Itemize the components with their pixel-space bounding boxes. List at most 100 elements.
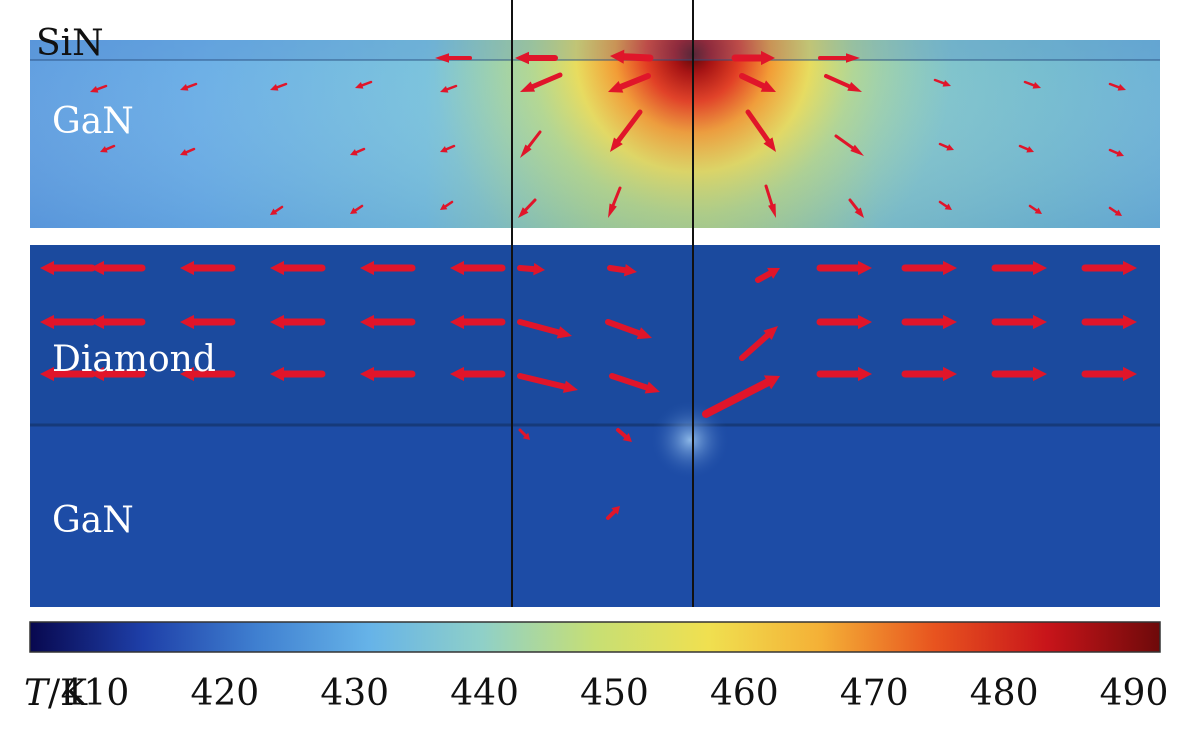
heat-flux-arrow xyxy=(938,200,948,208)
unit-rest: /K xyxy=(48,673,88,714)
heat-flux-arrowhead xyxy=(350,149,358,156)
heat-flux-arrow xyxy=(185,147,196,154)
heat-flux-arrow xyxy=(1108,206,1118,214)
heat-flux-arrowhead xyxy=(763,326,778,341)
heat-flux-arrow xyxy=(605,319,642,337)
heat-flux-arrow xyxy=(755,270,774,283)
heat-flux-arrowhead xyxy=(40,314,54,330)
colorbar-tick-label: 460 xyxy=(710,673,779,714)
heat-flux-arrowhead xyxy=(90,366,104,382)
heat-flux-arrowhead xyxy=(40,366,54,382)
heat-flux-arrowhead xyxy=(90,314,104,330)
colorbar-tick-label: 410 xyxy=(60,673,130,714)
heat-flux-arrowhead xyxy=(847,82,862,92)
heat-flux-arrowhead xyxy=(858,366,872,382)
heat-flux-arrowhead xyxy=(556,326,572,339)
heat-flux-arrow xyxy=(275,82,288,89)
heat-flux-arrowhead xyxy=(942,80,951,87)
gan-top-label: GaN xyxy=(52,101,134,142)
heat-flux-arrowhead xyxy=(1116,150,1124,157)
heat-flux-arrow xyxy=(615,109,643,144)
sin-label: SiN xyxy=(36,23,104,64)
heat-flux-arrowhead xyxy=(180,366,194,382)
heat-flux-arrowhead xyxy=(40,260,54,276)
heat-flux-arrow xyxy=(355,147,366,154)
heat-flux-arrowhead xyxy=(270,208,278,215)
heat-flux-arrow xyxy=(607,265,628,274)
heat-flux-arrowhead xyxy=(767,267,780,279)
unit-symbol: T xyxy=(24,673,49,714)
heat-flux-arrowhead xyxy=(943,260,957,276)
colorbar-tick-label: 450 xyxy=(580,673,649,714)
heat-flux-arrowhead xyxy=(270,314,284,330)
heat-flux-arrowhead xyxy=(1033,314,1047,330)
heat-flux-arrowhead xyxy=(520,81,536,92)
heat-flux-arrow xyxy=(274,205,284,213)
heat-flux-arrowhead xyxy=(1026,146,1034,153)
heat-flux-arrowhead xyxy=(763,137,776,152)
heat-flux-arrowhead xyxy=(515,51,529,65)
heat-flux-arrow xyxy=(354,204,364,212)
heat-flux-arrowhead xyxy=(946,144,954,151)
colorbar-tick-label: 430 xyxy=(320,673,390,714)
heat-flux-arrowhead xyxy=(90,86,99,93)
heat-flux-arrow xyxy=(616,428,628,439)
heat-flux-arrowhead xyxy=(350,207,358,214)
heat-flux-arrowhead xyxy=(518,207,529,218)
gan-bottom-label: GaN xyxy=(52,500,134,541)
heat-flux-arrow xyxy=(518,428,527,437)
heat-flux-arrow xyxy=(517,319,562,336)
heat-flux-arrowhead xyxy=(180,84,189,91)
heat-flux-arrowhead xyxy=(1123,366,1137,382)
sin-layer xyxy=(30,40,1160,60)
heat-flux-arrowhead xyxy=(1123,314,1137,330)
heat-flux-arrowhead xyxy=(1032,82,1041,89)
heat-flux-arrowhead xyxy=(360,260,374,276)
diamond-layer xyxy=(30,245,1160,425)
heat-flux-arrowhead xyxy=(450,314,464,330)
heat-flux-arrowhead xyxy=(450,260,464,276)
heat-flux-arrowhead xyxy=(440,86,449,93)
heat-flux-arrowhead xyxy=(355,82,364,89)
heat-flux-arrow xyxy=(611,186,622,207)
heat-flux-arrow xyxy=(1028,204,1038,212)
heat-flux-arrow xyxy=(620,53,654,62)
heat-flux-arrowhead xyxy=(611,506,620,515)
heat-flux-arrowhead xyxy=(608,80,624,93)
heat-flux-arrowhead xyxy=(1034,207,1042,214)
colorbar-tick-label: 490 xyxy=(1099,673,1169,714)
heat-flux-arrowhead xyxy=(610,49,625,64)
heat-flux-arrowhead xyxy=(763,375,780,390)
interface-hotspot-glow xyxy=(650,400,730,480)
heat-flux-arrowhead xyxy=(610,137,623,152)
heat-flux-arrowhead xyxy=(944,203,952,210)
heat-flux-arrowhead xyxy=(450,366,464,382)
heat-flux-arrowhead xyxy=(180,314,194,330)
heat-flux-arrowhead xyxy=(522,432,530,440)
heat-flux-arrowhead xyxy=(520,144,532,158)
heat-flux-arrow xyxy=(530,72,563,90)
heat-flux-arrow xyxy=(933,78,946,85)
heat-flux-arrow xyxy=(527,130,542,149)
heat-flux-arrow xyxy=(848,198,860,212)
heat-flux-arrow xyxy=(609,373,650,391)
heat-flux-arrow xyxy=(617,73,651,90)
heat-flux-arrowhead xyxy=(180,260,194,276)
heat-flux-arrowhead xyxy=(1033,366,1047,382)
heat-flux-arrow xyxy=(606,509,617,520)
heat-flux-arrowhead xyxy=(858,260,872,276)
heat-flux-arrowhead xyxy=(1117,84,1126,91)
heat-flux-arrows xyxy=(40,49,1137,520)
heat-flux-arrowhead xyxy=(854,207,864,218)
heat-flux-arrowhead xyxy=(623,263,637,277)
heat-flux-arrow xyxy=(444,200,454,208)
heat-flux-arrow xyxy=(105,144,116,151)
heat-flux-arrowhead xyxy=(636,327,652,340)
colorbar xyxy=(29,621,1161,653)
heat-flux-arrowhead xyxy=(100,146,108,153)
heat-flux-arrow xyxy=(360,80,373,87)
heat-flux-arrowhead xyxy=(270,260,284,276)
heat-flux-arrow xyxy=(1023,80,1036,87)
